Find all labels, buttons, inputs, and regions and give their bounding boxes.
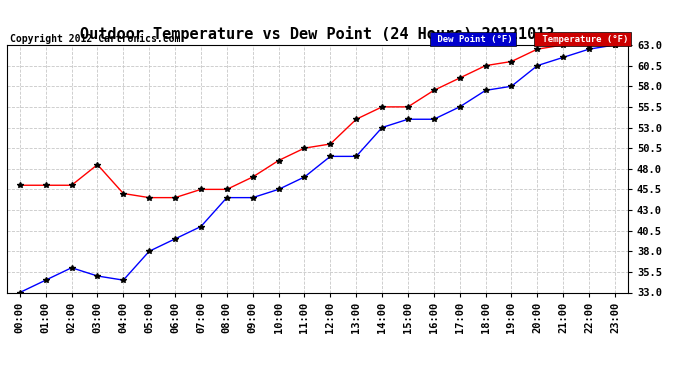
- Title: Outdoor Temperature vs Dew Point (24 Hours) 20121013: Outdoor Temperature vs Dew Point (24 Hou…: [80, 27, 555, 42]
- Text: Temperature (°F): Temperature (°F): [537, 35, 628, 44]
- Text: Copyright 2012 Cartronics.com: Copyright 2012 Cartronics.com: [10, 34, 180, 44]
- Text: Dew Point (°F): Dew Point (°F): [432, 35, 513, 44]
